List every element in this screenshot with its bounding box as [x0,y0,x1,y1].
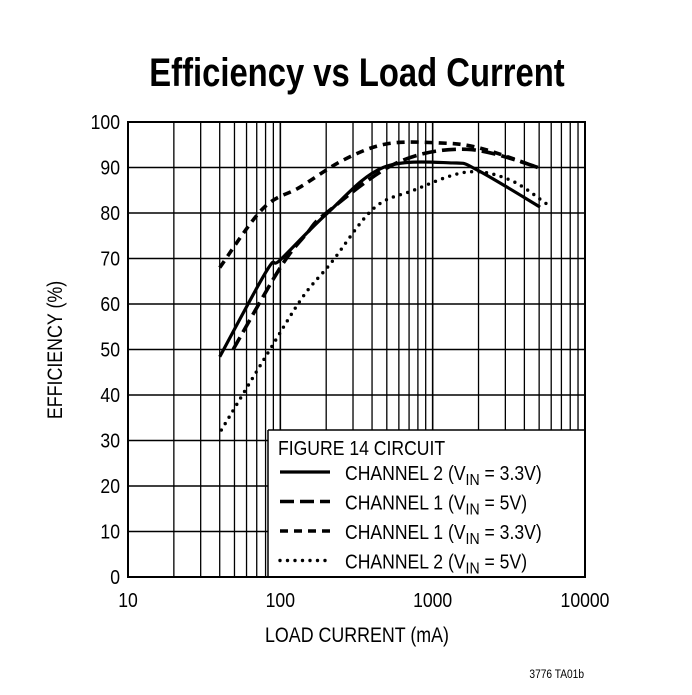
legend-title: FIGURE 14 CIRCUIT [278,437,446,459]
series-line-4 [219,169,549,432]
y-tick-label: 40 [100,384,120,406]
footnote: 3776 TA01b [529,668,584,681]
legend-label: CHANNEL 2 (VIN = 5V) [345,550,527,577]
y-tick-label: 10 [100,520,120,542]
y-tick-label: 50 [100,338,120,360]
y-tick-label: 20 [100,475,120,497]
x-tick-label: 1000 [413,589,452,611]
y-tick-label: 0 [110,566,120,588]
legend-label: CHANNEL 1 (VIN = 5V) [345,491,527,518]
x-axis-label: LOAD CURRENT (mA) [265,624,449,648]
y-tick-label: 70 [100,247,120,269]
legend-label: CHANNEL 2 (VIN = 3.3V) [345,462,542,489]
x-tick-label: 100 [266,589,295,611]
y-tick-label: 80 [100,202,120,224]
curves [218,140,549,432]
series-line-3 [218,140,539,269]
legend-label: CHANNEL 1 (VIN = 3.3V) [345,521,542,548]
y-tick-label: 60 [100,293,120,315]
chart-title: Efficiency vs Load Current [149,50,564,95]
series-line-2 [231,147,540,351]
y-tick-label: 90 [100,156,120,178]
y-tick-label: 30 [100,429,120,451]
y-tick-label: 100 [91,111,120,133]
x-tick-label: 10000 [561,589,610,611]
y-axis-label: EFFICIENCY (%) [44,281,68,419]
series-line-1 [218,160,541,358]
x-tick-label: 10 [118,589,138,611]
